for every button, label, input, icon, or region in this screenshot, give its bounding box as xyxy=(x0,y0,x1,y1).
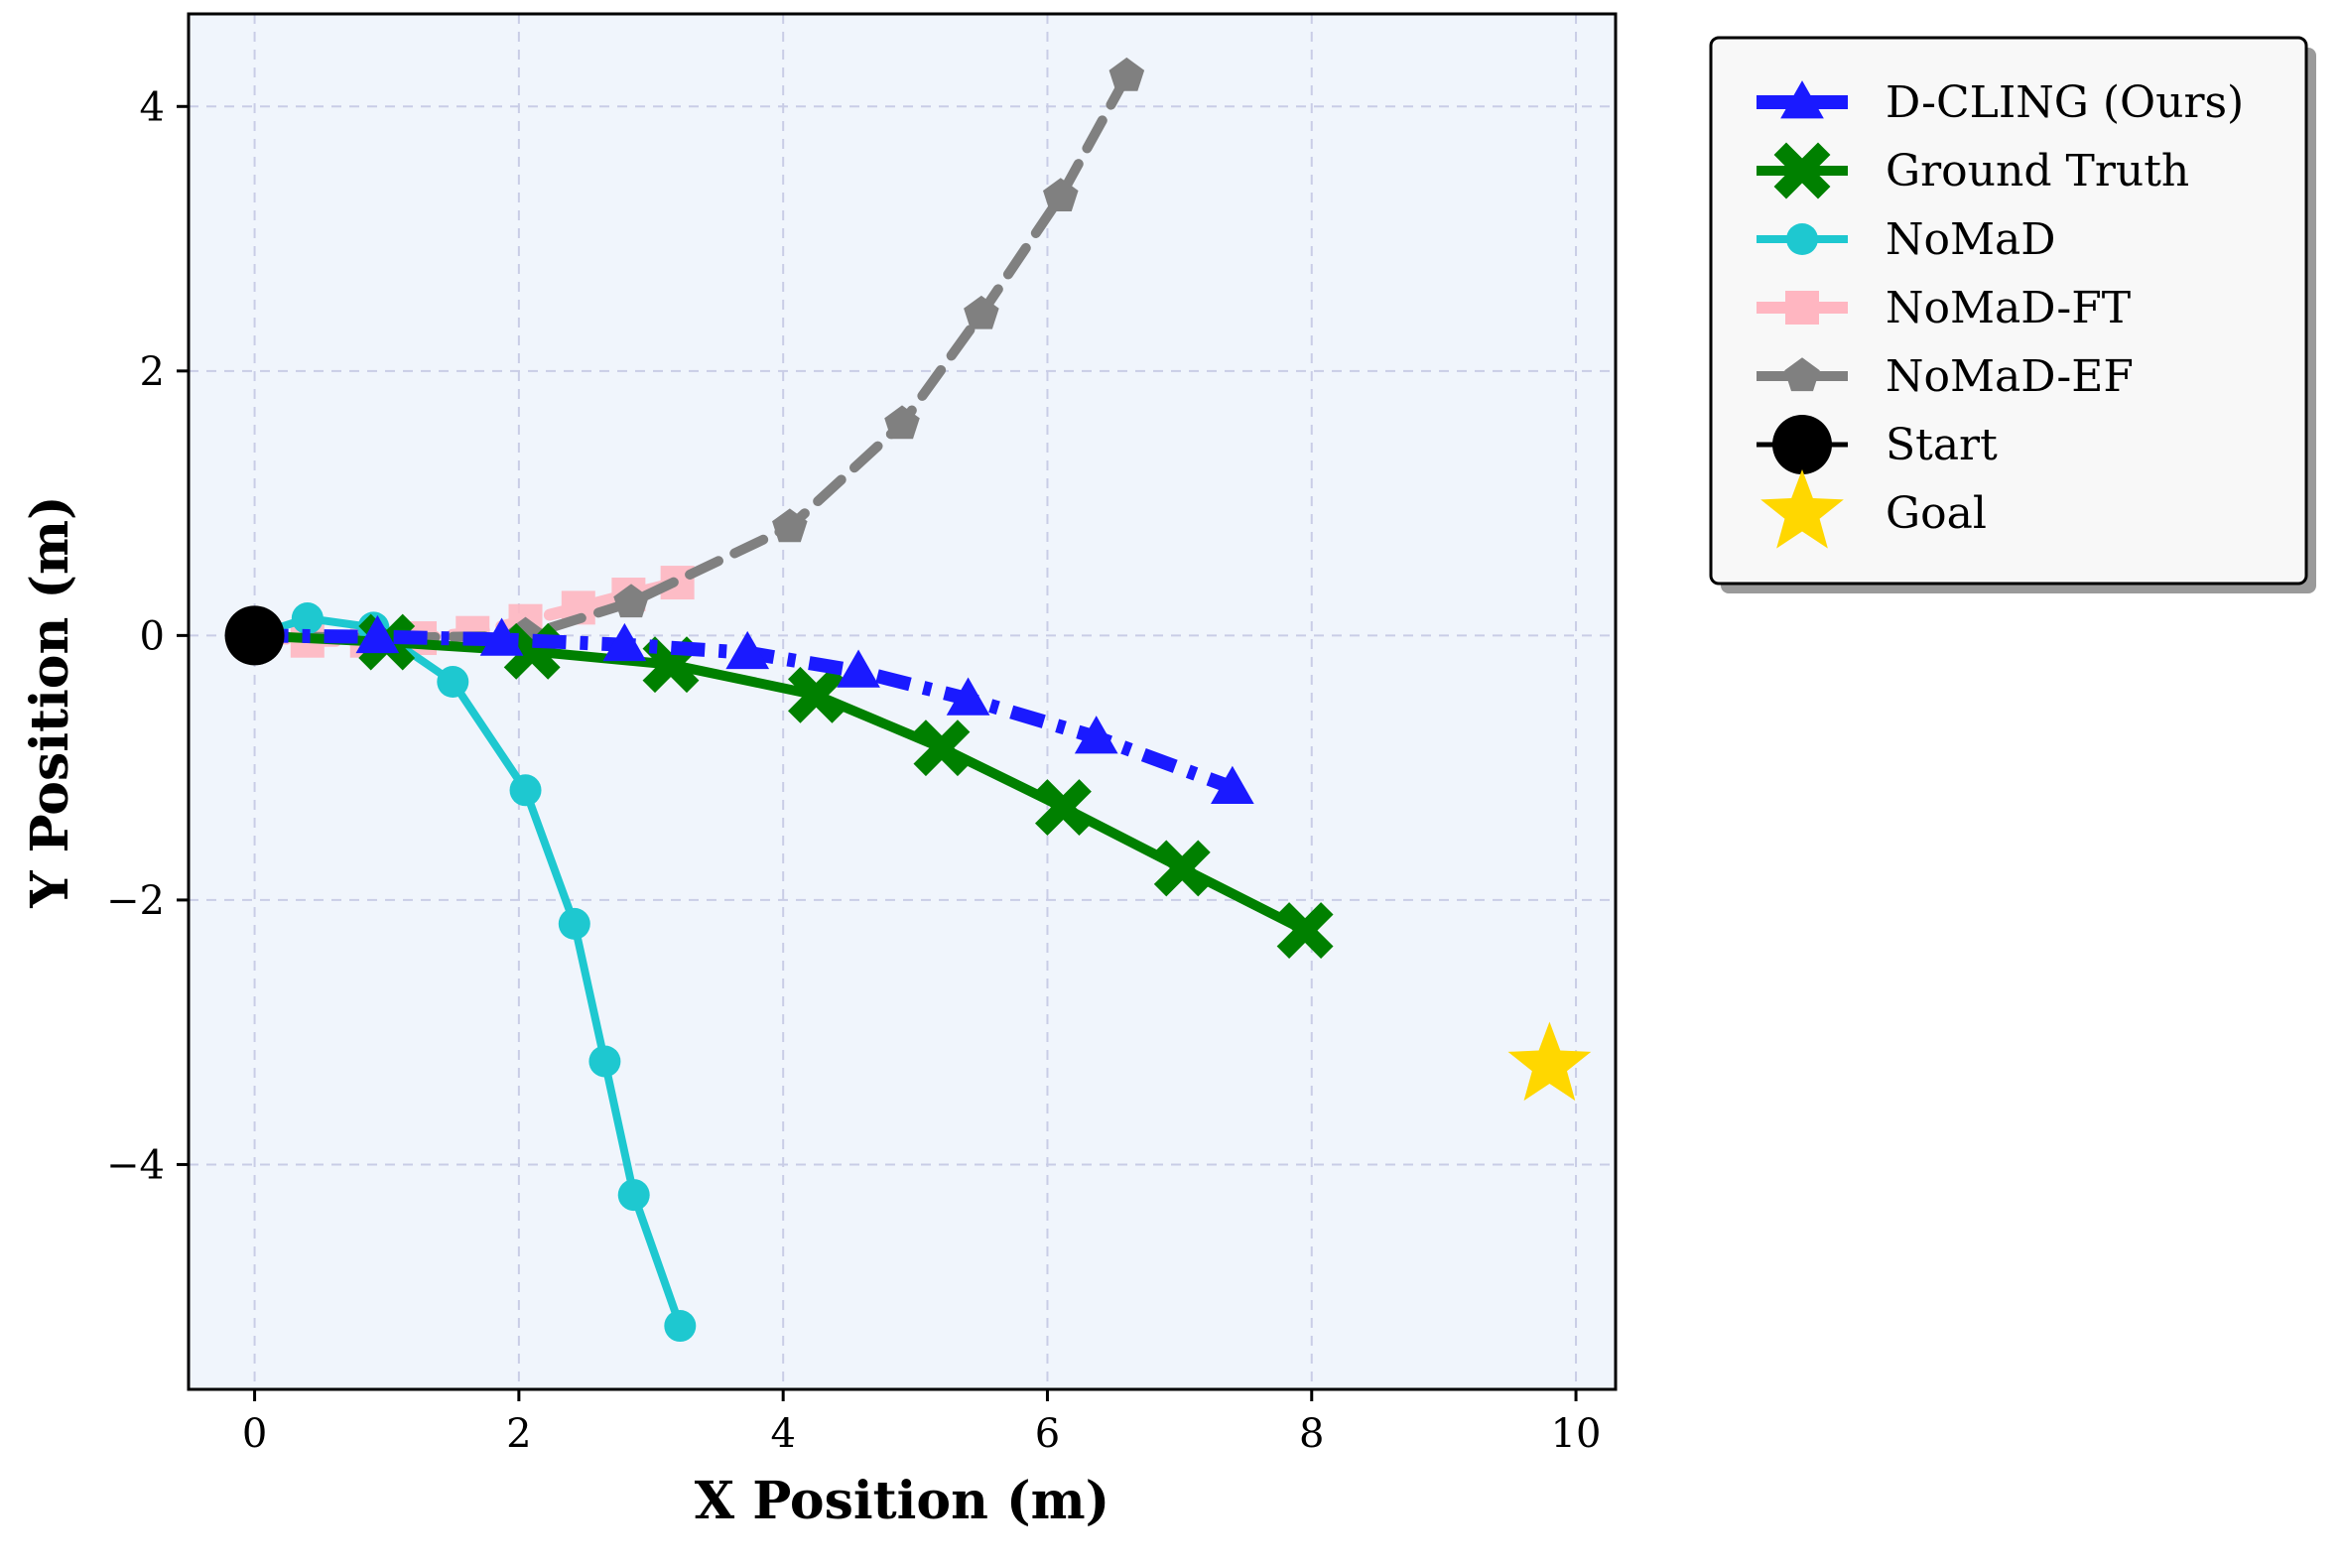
legend-label-goal: Goal xyxy=(1886,488,1987,539)
legend-label-nomad: NoMaD xyxy=(1886,214,2056,265)
y-tick-label: 0 xyxy=(140,613,165,659)
x-axis-label: X Position (m) xyxy=(695,1471,1109,1531)
y-tick-label: −2 xyxy=(106,878,165,924)
legend-item-goal: Goal xyxy=(1760,469,1987,549)
legend-label-start: Start xyxy=(1886,420,1998,470)
data-point-nomad-ef xyxy=(964,295,999,329)
data-point-ground-truth xyxy=(913,719,971,777)
legend: D-CLING (Ours) Ground Truth NoMaD NoMaD-FT N… xyxy=(1709,36,2316,593)
legend-label-nomad-ef: NoMaD-EF xyxy=(1886,351,2134,402)
data-point-d-cling-ours xyxy=(837,649,880,688)
legend-label-nomad-ft: NoMaD-FT xyxy=(1886,283,2131,333)
legend-item-nomad: NoMaD xyxy=(1757,214,2056,265)
x-tick-label: 2 xyxy=(506,1411,531,1457)
data-point-nomad-ef xyxy=(1042,178,1079,212)
data-point-d-cling-ours xyxy=(479,617,524,656)
data-point-nomad-ef xyxy=(772,508,808,543)
data-point-ground-truth xyxy=(788,666,845,723)
legend-item-start: Start xyxy=(1757,415,1998,474)
x-tick-label: 10 xyxy=(1551,1411,1602,1457)
y-axis-label: Y Position (m) xyxy=(20,495,80,908)
legend-label-ground-truth: Ground Truth xyxy=(1886,146,2189,196)
data-point-nomad xyxy=(437,666,469,699)
data-point-nomad-ef xyxy=(884,405,920,440)
data-point-ground-truth xyxy=(1153,840,1211,897)
legend-item-d-cling-ours: D-CLING (Ours) xyxy=(1757,77,2244,128)
legend-marker-nomad-ef xyxy=(1784,357,1820,392)
data-point-nomad xyxy=(588,1045,621,1078)
series-d-cling-ours xyxy=(254,614,1254,805)
plot-frame xyxy=(187,12,1618,1391)
data-point-nomad xyxy=(664,1310,697,1343)
legend-label-d-cling-ours: D-CLING (Ours) xyxy=(1886,77,2244,128)
y-tick-label: 4 xyxy=(140,84,165,130)
start-marker xyxy=(224,605,285,666)
data-point-ground-truth xyxy=(1276,902,1334,960)
data-point-nomad xyxy=(558,907,590,940)
goal-marker xyxy=(1507,1021,1592,1102)
y-tick-label: −4 xyxy=(106,1142,165,1188)
data-point-ground-truth xyxy=(1034,779,1092,837)
data-point-d-cling-ours xyxy=(355,614,400,654)
legend-item-ground-truth: Ground Truth xyxy=(1757,142,2189,199)
legend-marker-ground-truth xyxy=(1773,142,1831,199)
x-tick-label: 6 xyxy=(1035,1411,1060,1457)
plot-background xyxy=(189,14,1616,1389)
data-point-d-cling-ours xyxy=(1074,716,1118,754)
data-point-nomad xyxy=(617,1179,650,1212)
data-point-nomad-ef xyxy=(613,584,649,618)
data-point-d-cling-ours xyxy=(725,630,770,670)
data-point-nomad xyxy=(509,774,542,807)
legend-marker-nomad xyxy=(1786,223,1818,255)
legend-marker-d-cling-ours xyxy=(1780,80,1824,119)
x-tick-label: 8 xyxy=(1299,1411,1324,1457)
data-point-d-cling-ours xyxy=(1211,765,1254,805)
x-tick-label: 4 xyxy=(770,1411,795,1457)
legend-item-nomad-ef: NoMaD-EF xyxy=(1757,351,2134,402)
legend-marker-nomad-ft xyxy=(1785,291,1819,325)
legend-box xyxy=(1709,36,2308,586)
data-point-nomad xyxy=(291,602,324,635)
data-point-d-cling-ours xyxy=(602,622,647,662)
y-tick-label: 2 xyxy=(140,349,165,395)
data-point-nomad-ef xyxy=(1108,57,1145,91)
legend-marker-start xyxy=(1772,415,1832,474)
legend-item-nomad-ft: NoMaD-FT xyxy=(1757,283,2131,333)
x-tick-label: 0 xyxy=(242,1411,267,1457)
legend-marker-goal xyxy=(1760,469,1844,549)
series-nomad xyxy=(250,602,697,1343)
data-point-d-cling-ours xyxy=(946,677,990,716)
